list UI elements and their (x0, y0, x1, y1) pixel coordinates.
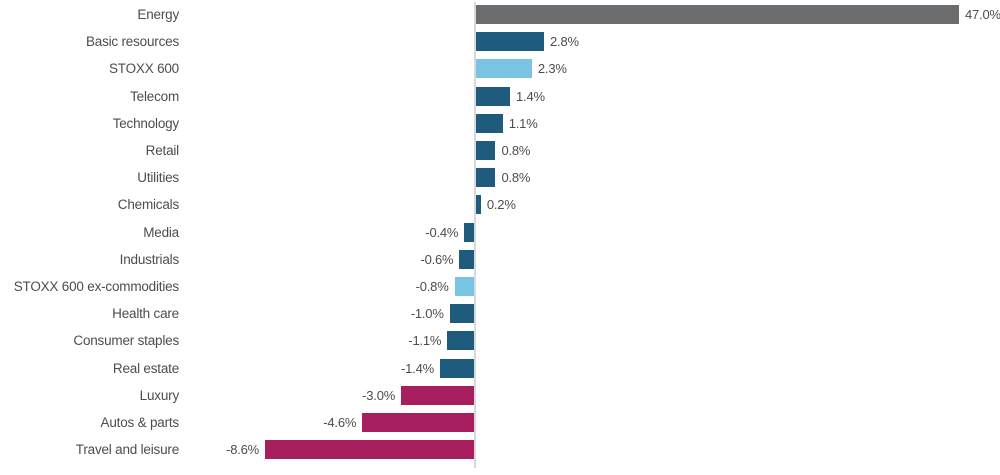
category-label: Utilities (137, 170, 179, 186)
bar-media (464, 222, 474, 242)
bar-telecom (476, 86, 511, 106)
category-label: Industrials (119, 251, 180, 267)
value-label: 47.0% (965, 7, 1000, 22)
value-label: 1.1% (508, 115, 538, 131)
bar-stoxx-600-ex-commodities (454, 277, 474, 296)
bar-basic-resources (476, 32, 545, 52)
bar-stoxx-600 (476, 59, 532, 79)
category-label: STOXX 600 ex-commodities (13, 279, 179, 294)
value-label: -1.4% (401, 360, 434, 376)
bar-health-care (449, 304, 474, 324)
value-label: 0.8% (501, 143, 531, 158)
value-label: -0.6% (420, 251, 454, 267)
category-label: Autos & parts (100, 415, 180, 430)
category-label: Chemicals (117, 197, 179, 213)
bar-autos-parts (362, 413, 474, 432)
bar-utilities (476, 168, 496, 188)
category-label: Energy (137, 7, 179, 22)
bar-technology (476, 113, 503, 133)
value-label: -8.6% (226, 442, 260, 458)
value-label: -1.0% (410, 306, 444, 322)
value-label: -0.4% (425, 224, 459, 240)
value-label: 2.3% (537, 61, 567, 77)
bar-luxury (401, 385, 474, 405)
value-label: -3.0% (362, 387, 396, 403)
value-label: 1.4% (516, 88, 545, 104)
bar-consumer-staples (447, 331, 474, 351)
value-label: 0.8% (501, 170, 531, 186)
category-label: Media (143, 224, 179, 240)
category-label: Luxury (139, 387, 180, 403)
category-label: Travel and leisure (75, 442, 179, 458)
category-label: Technology (112, 115, 180, 131)
bar-industrials (459, 249, 474, 269)
category-label: Consumer staples (73, 333, 179, 349)
bar-energy (476, 5, 959, 24)
bar-retail (476, 141, 496, 160)
value-label: -1.1% (408, 333, 442, 349)
category-label: STOXX 600 (109, 61, 179, 77)
bar-chemicals (476, 195, 481, 215)
bar-travel-and-leisure (265, 440, 474, 460)
value-label: -0.8% (415, 279, 449, 294)
value-label: 0.2% (486, 197, 516, 213)
category-label: Telecom (130, 88, 179, 104)
value-label: -4.6% (323, 415, 357, 430)
category-label: Retail (145, 143, 180, 158)
category-label: Health care (112, 306, 179, 322)
bar-real-estate (439, 358, 474, 378)
category-label: Real estate (112, 360, 179, 376)
zero-axis-line (474, 2, 476, 468)
category-label: Basic resources (85, 34, 179, 50)
value-label: 2.8% (550, 34, 579, 50)
